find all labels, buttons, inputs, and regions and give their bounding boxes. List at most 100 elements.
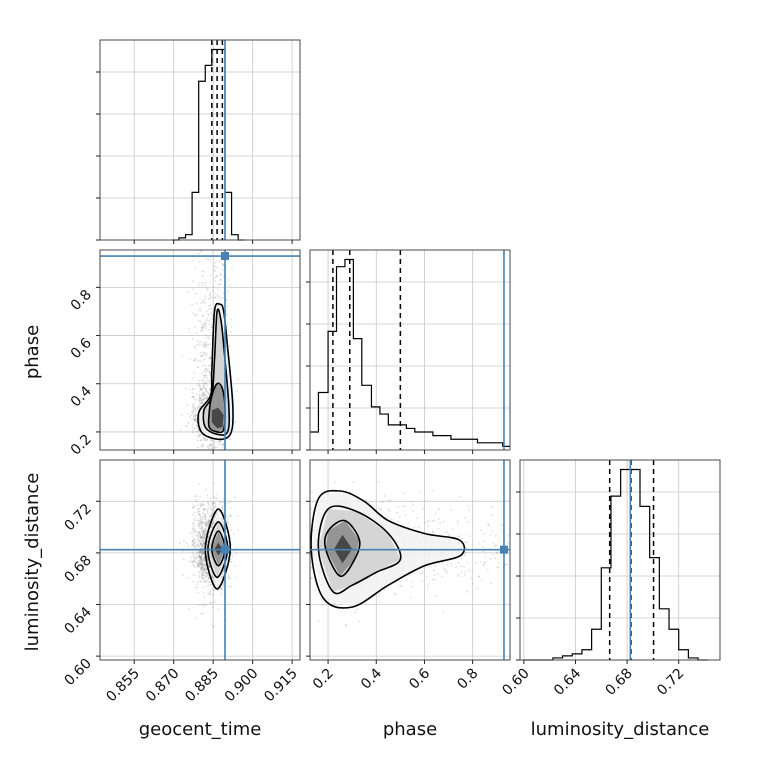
scatter-point: [236, 390, 238, 393]
scatter-point: [208, 565, 211, 567]
scatter-point: [187, 545, 190, 547]
scatter-point: [203, 564, 206, 566]
scatter-point: [202, 386, 205, 389]
scatter-point: [206, 317, 209, 320]
scatter-point: [209, 572, 212, 575]
scatter-point: [208, 308, 211, 310]
scatter-point: [199, 561, 202, 564]
scatter-point: [204, 579, 206, 582]
scatter-point: [411, 504, 414, 507]
scatter-point: [226, 502, 229, 505]
scatter-point: [202, 538, 205, 541]
scatter-point: [413, 526, 416, 529]
scatter-point: [197, 504, 199, 507]
scatter-point: [198, 393, 201, 396]
scatter-point: [197, 564, 200, 566]
scatter-point: [199, 556, 202, 559]
scatter-point: [209, 519, 211, 522]
scatter-point: [192, 528, 195, 531]
x-tick-label: 0.6: [406, 665, 433, 692]
scatter-point: [208, 577, 210, 580]
scatter-point: [212, 601, 214, 604]
scatter-point: [234, 420, 236, 423]
scatter-point: [205, 575, 208, 577]
scatter-point: [219, 440, 222, 443]
scatter-point: [199, 434, 202, 436]
scatter-point: [207, 593, 210, 595]
scatter-point: [235, 552, 238, 555]
scatter-point: [211, 573, 213, 576]
scatter-point: [480, 561, 482, 563]
scatter-point: [207, 536, 210, 539]
scatter-point: [208, 566, 211, 568]
scatter-point: [432, 531, 434, 534]
scatter-point: [197, 534, 200, 536]
scatter-point: [209, 389, 212, 391]
scatter-point: [199, 580, 202, 583]
scatter-point: [191, 377, 194, 380]
scatter-point: [204, 518, 207, 521]
scatter-point: [202, 542, 205, 545]
scatter-point: [204, 391, 207, 393]
scatter-point: [202, 301, 205, 303]
scatter-point: [197, 433, 200, 436]
scatter-point: [193, 419, 195, 422]
scatter-point: [191, 531, 194, 534]
scatter-point: [201, 576, 204, 579]
y-axis-label-luminosity-distance: luminosity_distance: [22, 473, 43, 652]
scatter-point: [201, 553, 204, 556]
scatter-point: [205, 530, 208, 533]
scatter-point: [213, 625, 215, 628]
scatter-point: [433, 569, 435, 572]
scatter-point: [398, 515, 401, 518]
scatter-point: [491, 506, 493, 509]
scatter-point: [203, 325, 206, 328]
scatter-point: [202, 546, 204, 548]
scatter-point: [202, 351, 204, 354]
scatter-point: [199, 360, 202, 363]
scatter-point: [209, 497, 212, 500]
scatter-point: [188, 560, 191, 562]
scatter-point: [505, 563, 508, 566]
scatter-point: [198, 556, 201, 559]
scatter-point: [200, 399, 202, 401]
scatter-point: [202, 509, 205, 512]
scatter-point: [195, 499, 198, 501]
scatter-point: [196, 565, 199, 568]
scatter-point: [198, 482, 200, 485]
scatter-point: [205, 525, 208, 528]
scatter-point: [200, 561, 203, 564]
scatter-point: [201, 325, 204, 328]
scatter-point: [198, 551, 200, 554]
scatter-point: [203, 503, 206, 506]
scatter-point: [198, 555, 201, 558]
scatter-point: [212, 625, 215, 628]
scatter-point: [198, 556, 201, 558]
scatter-point: [192, 551, 194, 554]
scatter-point: [202, 550, 205, 553]
scatter-point: [205, 585, 208, 588]
scatter-point: [204, 564, 207, 567]
scatter-point: [205, 364, 207, 367]
scatter-point: [202, 543, 205, 546]
scatter-point: [192, 559, 195, 562]
scatter-point: [196, 430, 199, 433]
scatter-point: [208, 577, 211, 579]
scatter-point: [205, 381, 207, 384]
scatter-point: [194, 407, 197, 410]
scatter-point: [201, 504, 204, 507]
y-tick-label: 0.64: [61, 604, 94, 637]
scatter-point: [200, 559, 203, 562]
scatter-point: [213, 507, 216, 509]
scatter-point: [191, 312, 194, 314]
scatter-point: [467, 505, 469, 508]
scatter-point: [506, 542, 509, 545]
scatter-point: [205, 523, 208, 526]
scatter-point: [198, 576, 201, 579]
scatter-point: [198, 544, 201, 547]
scatter-point: [356, 608, 359, 611]
scatter-point: [408, 574, 411, 577]
scatter-point: [202, 380, 205, 382]
grid-lines: [310, 250, 510, 450]
scatter-point: [201, 563, 204, 565]
